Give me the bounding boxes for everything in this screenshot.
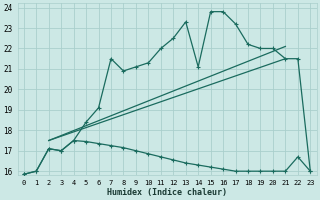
X-axis label: Humidex (Indice chaleur): Humidex (Indice chaleur): [107, 188, 227, 197]
